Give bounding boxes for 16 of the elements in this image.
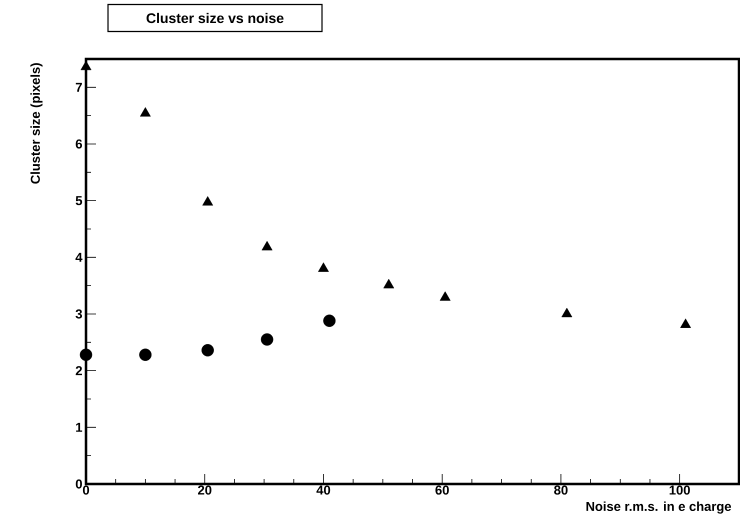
y-axis-title: Cluster size (pixels)	[30, 63, 42, 184]
y-tick-label: 1	[76, 422, 82, 432]
x-axis-title: Noise r.m.s. in e charge	[586, 502, 732, 514]
x-tick-label: 20	[198, 486, 212, 495]
x-tick-label: 40	[316, 486, 330, 495]
y-tick-label: 4	[75, 252, 82, 262]
y-tick-label: 5	[76, 196, 82, 206]
x-tick-label: 60	[435, 486, 449, 495]
y-tick-label: 6	[76, 139, 82, 149]
y-tick-label: 2	[76, 366, 82, 376]
y-tick-label: 7	[76, 82, 82, 92]
y-tick-label: 3	[76, 309, 82, 319]
chart-title: Cluster size vs noise	[146, 12, 284, 24]
x-tick-label: 100	[670, 486, 690, 495]
x-tick-label: 0	[82, 486, 90, 495]
x-tick-label: 80	[554, 486, 568, 495]
